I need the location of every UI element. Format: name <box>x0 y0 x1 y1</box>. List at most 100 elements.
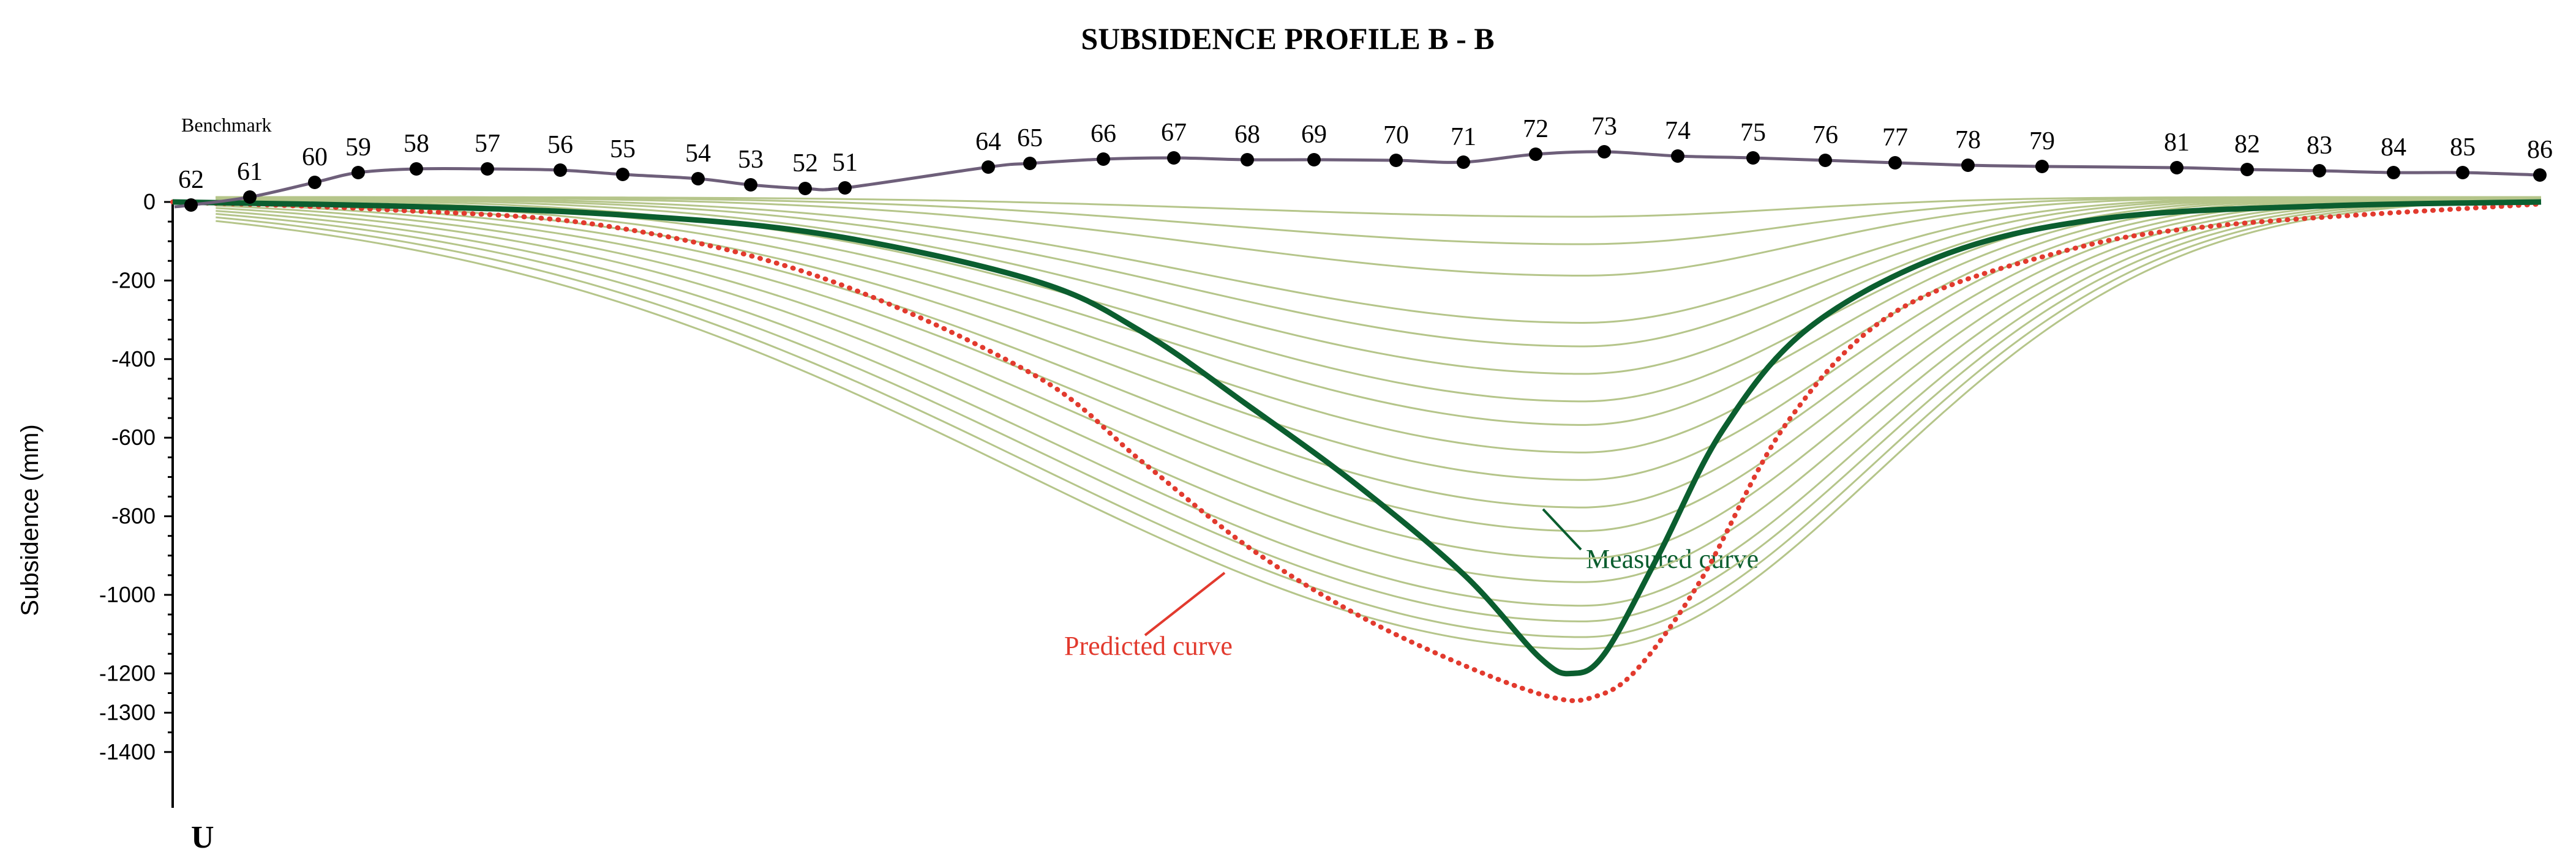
survey-point <box>1529 147 1542 161</box>
survey-point <box>1023 157 1037 170</box>
survey-point <box>2533 168 2547 182</box>
survey-point-label: 77 <box>1882 124 1908 152</box>
survey-point <box>1389 154 1403 167</box>
survey-point <box>691 172 705 185</box>
survey-point-label: 81 <box>2164 129 2190 157</box>
benchmark-label: Benchmark <box>181 114 272 136</box>
survey-point <box>838 181 852 195</box>
survey-point <box>982 160 995 174</box>
y-tick-label: -1400 <box>99 739 156 764</box>
y-tick-label: -600 <box>111 425 156 450</box>
survey-point-label: 61 <box>237 158 263 186</box>
intermediate-curve <box>216 196 2542 509</box>
survey-point <box>1241 153 1254 166</box>
survey-point-label: 51 <box>832 149 858 177</box>
survey-point-label: 82 <box>2234 130 2260 159</box>
survey-point <box>1961 159 1975 172</box>
survey-point <box>798 182 812 195</box>
measured-curve <box>172 199 2542 677</box>
survey-point-label: 56 <box>547 131 573 159</box>
survey-point-label: 73 <box>1591 113 1617 141</box>
survey-point <box>1457 155 1470 169</box>
survey-point-label: 69 <box>1301 121 1327 149</box>
survey-point-label: 52 <box>792 149 818 177</box>
survey-point-label: 76 <box>1812 121 1838 149</box>
survey-point <box>1671 149 1684 163</box>
intermediate-curve <box>216 196 2542 277</box>
y-tick-label: 0 <box>143 189 156 214</box>
survey-point <box>1746 151 1760 165</box>
survey-point <box>243 190 257 204</box>
survey-point <box>554 163 567 177</box>
survey-point <box>744 178 757 192</box>
intermediate-curve <box>216 198 2542 650</box>
survey-point-label: 75 <box>1740 119 1766 147</box>
survey-point <box>2387 166 2400 179</box>
survey-point-label: 66 <box>1091 120 1116 148</box>
survey-point-label: 55 <box>610 135 636 163</box>
intermediate-curve <box>216 196 2542 481</box>
survey-point-label: 86 <box>2527 136 2553 164</box>
points-layer: 62 61 60 59 58 57 56 55 54 53 52 51 64 65 66 67 68 69 70 71… <box>174 113 2553 212</box>
survey-point-label: 74 <box>1665 117 1691 145</box>
survey-point-label: 85 <box>2450 133 2476 162</box>
survey-point-label: 65 <box>1017 124 1043 152</box>
survey-point <box>2035 160 2049 173</box>
intermediate-curve <box>216 196 2542 583</box>
intermediate-curve <box>216 196 2542 245</box>
survey-point <box>2456 166 2469 179</box>
survey-point <box>351 166 365 179</box>
survey-point-label: 60 <box>302 143 328 171</box>
survey-point <box>1888 156 1902 170</box>
measured-leader <box>1542 508 1582 551</box>
survey-point <box>481 162 494 176</box>
origin-marker: U <box>191 820 214 855</box>
ground-profile-line <box>174 150 2540 209</box>
survey-point-label: 57 <box>475 130 500 158</box>
survey-point <box>184 198 198 212</box>
survey-point <box>616 168 629 181</box>
y-tick-label: -1000 <box>99 582 156 607</box>
survey-point <box>2313 164 2326 177</box>
chart-title: SUBSIDENCE PROFILE B - B <box>1081 21 1494 56</box>
survey-point <box>1598 145 1611 159</box>
survey-point-label: 67 <box>1161 119 1187 147</box>
survey-point <box>410 162 423 176</box>
survey-point <box>1167 151 1181 165</box>
intermediate-curve <box>216 197 2542 622</box>
survey-point-label: 53 <box>738 146 764 174</box>
intermediate-curve <box>216 196 2542 403</box>
y-tick-label: -200 <box>111 267 156 293</box>
intermediate-curve <box>216 196 2542 426</box>
y-tick-label: -1300 <box>99 700 156 725</box>
predicted-leader <box>1144 572 1226 636</box>
survey-point <box>1307 153 1321 166</box>
intermediate-curve <box>216 197 2542 607</box>
survey-point <box>1819 154 1832 167</box>
intermediate-curve <box>216 196 2542 348</box>
y-tick-label: -1200 <box>99 660 156 685</box>
survey-point <box>2240 163 2254 176</box>
measured-curve-label: Measured curve <box>1586 544 1759 574</box>
intermediate-curve <box>216 196 2542 324</box>
intermediate-curve <box>216 198 2542 638</box>
survey-point-label: 58 <box>404 130 429 158</box>
survey-point <box>2170 161 2184 174</box>
predicted-curve-label: Predicted curve <box>1064 631 1233 661</box>
survey-point <box>1097 152 1110 166</box>
y-axis-label: Subsidence (mm) <box>17 424 43 616</box>
survey-point-label: 54 <box>685 140 711 168</box>
predicted-curve <box>170 200 2544 703</box>
survey-point-label: 78 <box>1955 126 1981 154</box>
y-tick-label: -400 <box>111 346 156 371</box>
y-tick-label: -800 <box>111 504 156 529</box>
curves-layer <box>170 196 2544 703</box>
survey-point-label: 70 <box>1383 121 1409 149</box>
intermediate-curve <box>216 196 2542 375</box>
survey-point-label: 64 <box>975 128 1001 156</box>
survey-point-label: 83 <box>2307 132 2332 160</box>
survey-point-label: 68 <box>1234 121 1260 149</box>
survey-point-label: 59 <box>345 133 371 162</box>
